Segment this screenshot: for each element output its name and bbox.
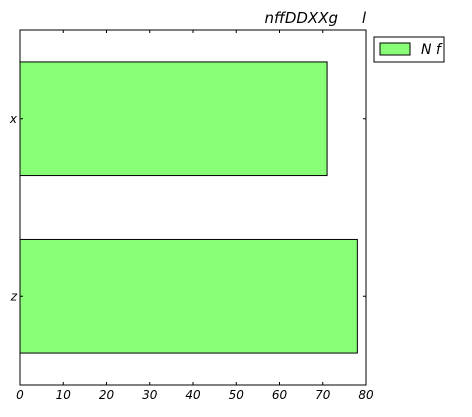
legend-label: N f [421,42,443,58]
x-tick-label-50: 50 [229,388,245,402]
y-tick-label-x: x [9,112,18,126]
x-tick-label-80: 80 [358,388,374,402]
ticks-layer: x z 0 10 20 30 40 50 60 70 80 [9,30,374,402]
x-tick-label-40: 40 [185,388,201,402]
legend: N f [373,36,445,63]
x-tick-label-20: 20 [99,388,115,402]
x-tick-label-10: 10 [56,388,72,402]
bars-layer [19,61,358,354]
x-tick-label-70: 70 [315,388,331,402]
bar-x [19,61,328,177]
bar-z [19,238,358,354]
chart-title: nffDDXXg l [264,9,366,27]
legend-swatch [379,42,411,56]
x-tick-label-30: 30 [142,388,158,402]
x-tick-label-0: 0 [16,388,24,402]
x-tick-label-60: 60 [272,388,288,402]
y-tick-label-z: z [10,289,18,303]
